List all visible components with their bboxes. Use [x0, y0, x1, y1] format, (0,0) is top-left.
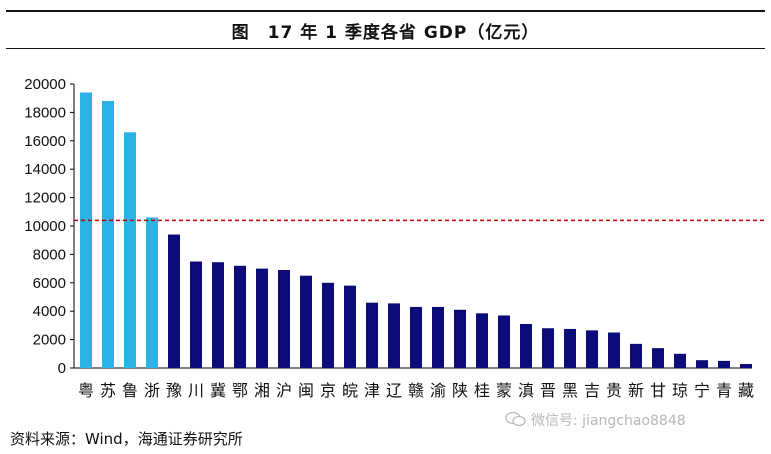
x-tick-label: 桂	[474, 381, 490, 400]
chart-title: 图 17 年 1 季度各省 GDP（亿元）	[231, 23, 540, 43]
bar-冀	[212, 262, 224, 368]
y-tick-label: 20000	[24, 76, 66, 93]
bar-新	[630, 343, 642, 368]
bar-浙	[146, 217, 158, 368]
bar-晋	[542, 328, 554, 368]
y-tick-label: 2000	[33, 332, 66, 349]
bar-贵	[608, 332, 620, 368]
watermark-text: 微信号: jiangchao8848	[531, 413, 686, 429]
x-tick-label: 京	[320, 381, 336, 400]
bar-津	[366, 302, 378, 368]
x-tick-label: 宁	[694, 381, 710, 400]
x-tick-label: 赣	[408, 381, 424, 400]
x-tick-label: 鲁	[122, 381, 138, 400]
x-tick-label: 闽	[298, 381, 314, 400]
y-tick-label: 18000	[24, 104, 66, 121]
x-tick-label: 甘	[650, 381, 666, 400]
y-tick-label: 16000	[24, 133, 66, 150]
x-tick-label: 蒙	[496, 381, 512, 400]
bar-川	[190, 261, 202, 368]
x-tick-label: 浙	[144, 381, 160, 400]
x-tick-label: 辽	[386, 381, 402, 400]
x-tick-label: 新	[628, 381, 644, 400]
x-tick-label: 藏	[738, 381, 754, 400]
bar-蒙	[498, 315, 510, 368]
x-tick-label: 湘	[254, 381, 270, 400]
x-tick-label: 贵	[606, 381, 622, 400]
y-tick-label: 6000	[33, 275, 66, 292]
bar-桂	[476, 313, 488, 368]
x-tick-label: 鄂	[232, 381, 248, 400]
bar-黑	[564, 328, 576, 368]
bar-渝	[432, 306, 444, 368]
x-tick-label: 皖	[342, 381, 358, 400]
y-tick-label: 0	[58, 360, 66, 377]
bar-藏	[740, 364, 752, 368]
wechat-icon	[505, 411, 527, 431]
x-tick-label: 渝	[430, 381, 446, 400]
x-tick-label: 粤	[78, 381, 94, 400]
bar-辽	[388, 303, 400, 368]
bar-湘	[256, 268, 268, 368]
bar-宁	[696, 360, 708, 368]
title-top-rule	[6, 10, 765, 12]
x-tick-label: 黑	[562, 381, 578, 400]
bar-京	[322, 282, 334, 368]
bar-闽	[300, 275, 312, 368]
x-tick-label: 津	[364, 381, 380, 400]
x-tick-label: 冀	[210, 381, 226, 400]
y-tick-label: 10000	[24, 218, 66, 235]
x-tick-label: 滇	[518, 381, 534, 400]
y-tick-label: 14000	[24, 161, 66, 178]
bar-苏	[102, 101, 114, 368]
bar-琼	[674, 353, 686, 368]
bar-鲁	[124, 132, 136, 368]
bar-皖	[344, 285, 356, 368]
x-tick-label: 沪	[276, 381, 292, 400]
bar-陕	[454, 309, 466, 368]
bar-吉	[586, 330, 598, 368]
x-tick-label: 青	[716, 381, 732, 400]
bar-沪	[278, 270, 290, 368]
x-tick-label: 吉	[584, 381, 600, 400]
bar-鄂	[234, 265, 246, 368]
x-tick-label: 川	[188, 381, 204, 400]
bar-赣	[410, 306, 422, 368]
y-tick-label: 8000	[33, 246, 66, 263]
watermark: 微信号: jiangchao8848	[505, 410, 686, 431]
x-tick-label: 苏	[100, 381, 116, 400]
title-bottom-rule	[6, 48, 765, 49]
bar-滇	[520, 323, 532, 368]
bar-青	[718, 360, 730, 368]
y-tick-label: 4000	[33, 303, 66, 320]
y-tick-label: 12000	[24, 190, 66, 207]
source-note: 资料来源：Wind，海通证券研究所	[10, 430, 243, 448]
x-tick-label: 陕	[452, 381, 468, 400]
bar-粤	[80, 92, 92, 369]
bar-甘	[652, 348, 664, 368]
x-tick-label: 豫	[166, 381, 182, 400]
bar-豫	[168, 234, 180, 368]
x-tick-label: 晋	[540, 381, 556, 400]
x-tick-label: 琼	[672, 381, 688, 400]
